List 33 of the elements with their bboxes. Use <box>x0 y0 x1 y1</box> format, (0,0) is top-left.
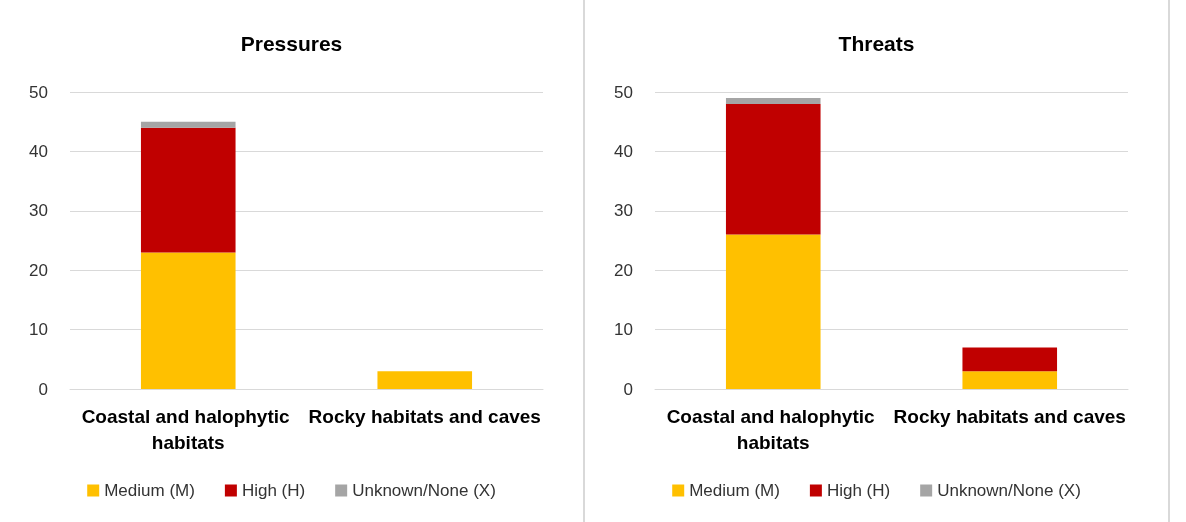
x-tick-label: Coastal and halophytic habitats <box>666 405 880 453</box>
y-tick-label: 30 <box>614 201 633 221</box>
x-tick-label: Coastal and halophytic habitats <box>81 405 295 453</box>
legend-label: High (H) <box>241 481 306 500</box>
y-tick-label: 20 <box>29 260 48 280</box>
chart-title: Threats <box>838 32 915 55</box>
legend-label: Unknown/None (X) <box>937 481 1081 500</box>
bar <box>962 347 1058 372</box>
y-tick-label: 20 <box>614 260 633 280</box>
legend-label: Medium (M) <box>689 481 780 500</box>
chart-title: Pressures <box>240 32 343 55</box>
y-tick-label: 40 <box>614 141 633 161</box>
legend-label: Medium (M) <box>104 481 195 500</box>
legend-label: Unknown/None (X) <box>352 481 496 500</box>
legend-label: High (H) <box>826 481 891 500</box>
y-tick-label: 10 <box>614 320 633 340</box>
y-tick-label: 0 <box>623 379 633 399</box>
x-tick-label: Rocky habitats and caves <box>893 405 1126 427</box>
y-tick-label: 30 <box>29 201 48 221</box>
bar <box>140 127 236 253</box>
y-tick-label: 40 <box>29 141 48 161</box>
bar <box>725 97 821 104</box>
bar <box>962 371 1058 389</box>
bar <box>140 252 236 389</box>
bar <box>140 121 236 128</box>
bar <box>725 234 821 389</box>
bar <box>725 103 821 235</box>
bar <box>377 371 473 389</box>
y-tick-label: 50 <box>29 82 48 102</box>
y-tick-label: 50 <box>614 82 633 102</box>
x-tick-label: Rocky habitats and caves <box>308 405 541 427</box>
y-tick-label: 0 <box>38 379 48 399</box>
y-tick-label: 10 <box>29 320 48 340</box>
